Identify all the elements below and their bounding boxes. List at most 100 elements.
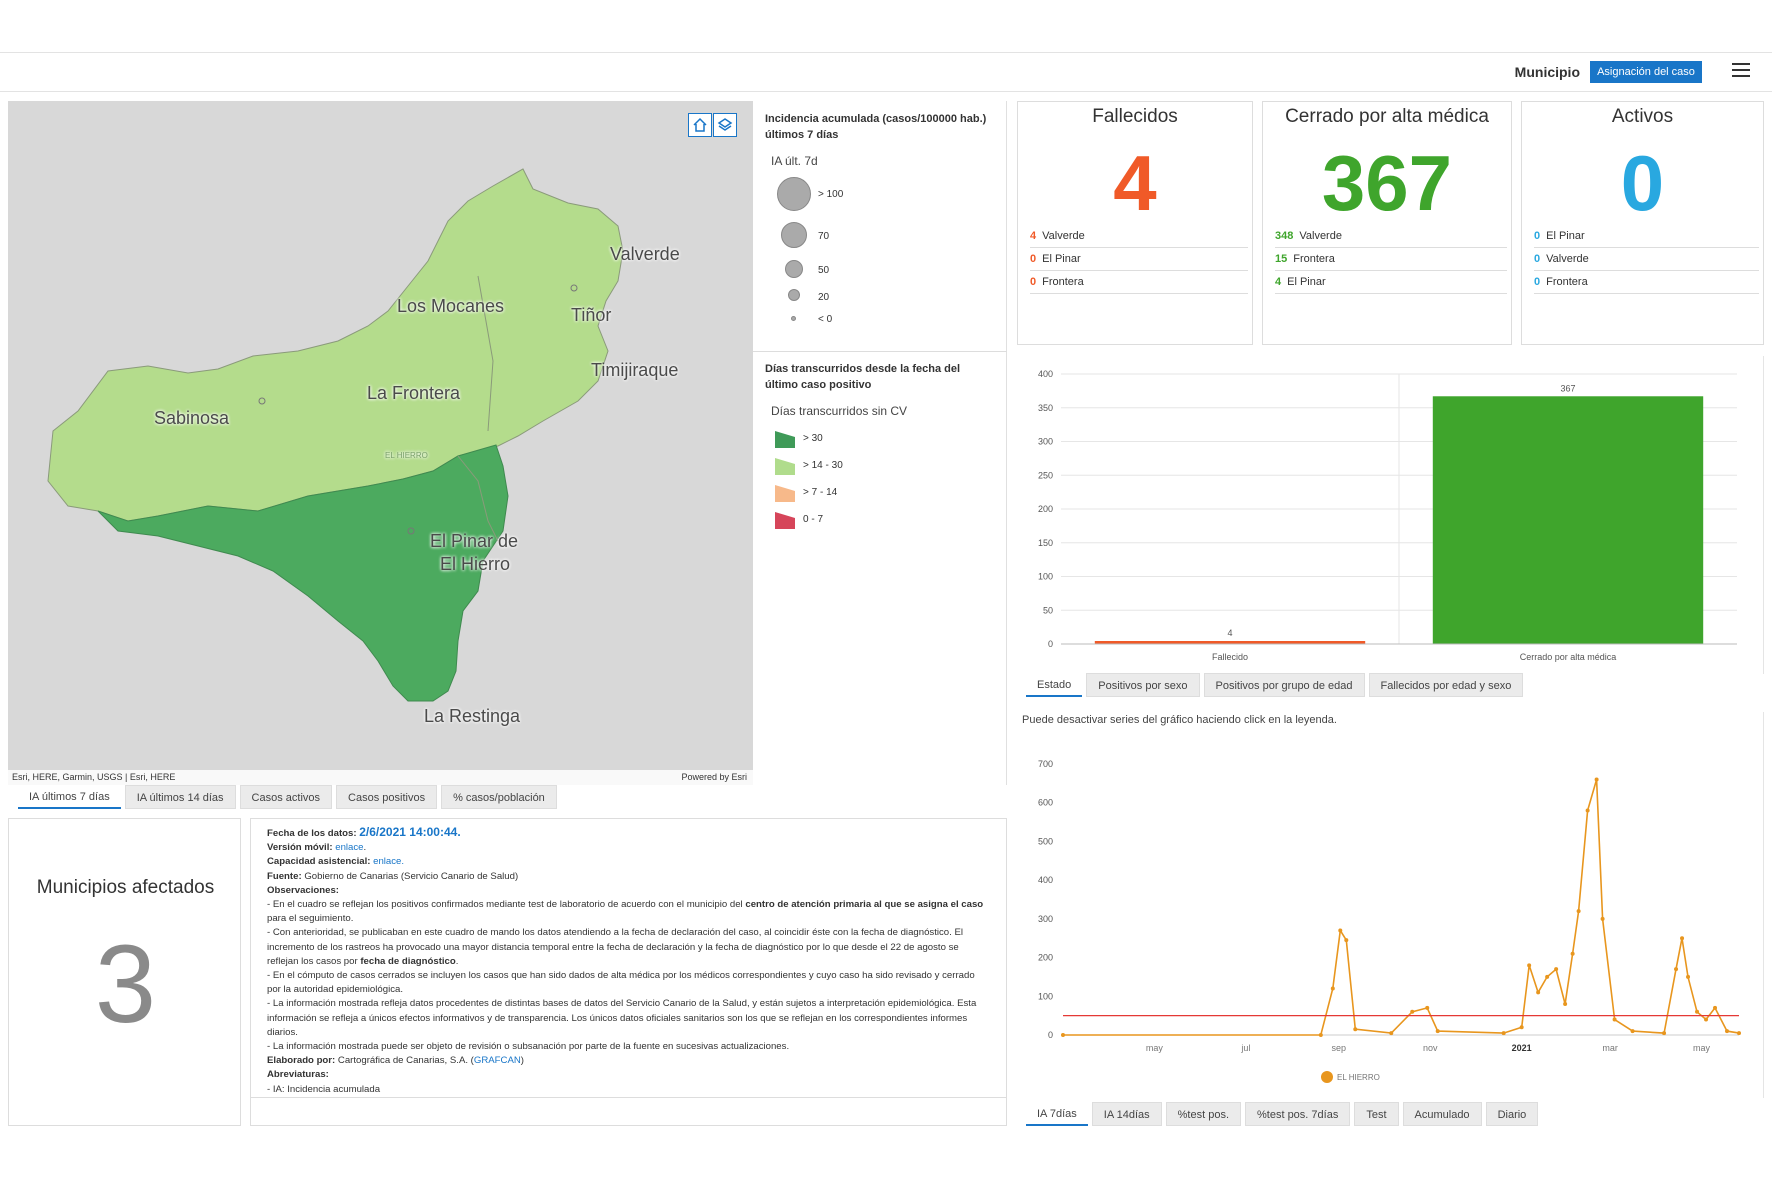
line-point[interactable] [1612,1017,1617,1022]
map-tab-1[interactable]: IA últimos 14 días [124,785,236,809]
line-point[interactable] [1425,1005,1430,1010]
card-row-count: 348 [1275,230,1294,242]
estado-bar-chart: 0 50 100 150 200 250 300 350 400 4 Fallecido 367 Cer… [1038,369,1737,662]
line-ytick-label: 400 [1038,875,1053,885]
card-row-count: 0 [1030,253,1037,265]
obs-2: - Con anterioridad, se publicaban en est… [267,927,963,967]
obs-3: - En el cómputo de casos cerrados se inc… [267,970,975,996]
line-point[interactable] [1630,1029,1635,1034]
map-tab-4[interactable]: % casos/población [441,785,557,809]
legend-dias-sub: Días transcurridos sin CV [771,404,908,418]
map-tab-3[interactable]: Casos positivos [336,785,438,809]
line-point[interactable] [1061,1033,1065,1037]
card-row-count: 15 [1275,253,1288,265]
card-title: Cerrado por alta médica [1285,106,1489,127]
bar-tab-1[interactable]: Positivos por sexo [1086,673,1200,697]
line-xtick-label: nov [1423,1043,1438,1053]
line-point[interactable] [1713,1005,1718,1010]
legend-el-hierro-marker[interactable] [1321,1071,1333,1083]
line-point[interactable] [1674,967,1679,972]
line-point[interactable] [1435,1029,1440,1034]
layers-button[interactable] [713,113,737,137]
line-point[interactable] [1570,951,1575,956]
line-point[interactable] [1737,1031,1741,1036]
line-point[interactable] [1519,1025,1524,1030]
line-point[interactable] [1330,986,1335,991]
line-point[interactable] [1585,808,1590,813]
card-activos: Activos 0 0 El Pinar 0 Valverde 0 Frontera [1521,101,1764,345]
line-point[interactable] [1594,777,1599,782]
asignacion-caso-button[interactable]: Asignación del caso [1590,61,1702,83]
line-point[interactable] [1338,928,1343,933]
line-point[interactable] [1680,936,1685,941]
bar-1[interactable] [1432,396,1704,644]
line-point[interactable] [1527,963,1532,968]
line-tab-4[interactable]: Test [1354,1102,1399,1126]
bar-tab-2[interactable]: Positivos por grupo de edad [1203,673,1365,697]
powered-by-esri[interactable]: Powered by Esri [681,772,747,782]
abrev-label: Abreviaturas: [267,1069,329,1081]
layers-icon [717,118,733,131]
line-point[interactable] [1410,1009,1415,1014]
line-point[interactable] [1704,1017,1709,1022]
ia-line-chart: 0 100 200 300 400 500 600 700 may jul sep nov 2021 ma… [1038,759,1741,1083]
bar-ytick-label: 350 [1038,403,1053,413]
line-point[interactable] [1554,967,1559,972]
line-point[interactable] [1501,1031,1506,1036]
line-point[interactable] [1536,990,1541,995]
version-link[interactable]: enlace [335,842,364,854]
map-label-la-restinga: La Restinga [424,706,521,726]
map-view[interactable]: Valverde Los Mocanes Tiñor Timijiraque L… [8,101,753,785]
region-north-west [47,168,624,522]
bar-ytick-label: 50 [1043,605,1053,615]
line-tab-1[interactable]: IA 14días [1091,1102,1162,1126]
line-tab-0[interactable]: IA 7días [1026,1102,1088,1126]
line-ytick-label: 600 [1038,798,1053,808]
line-point[interactable] [1600,916,1605,921]
map-tab-2[interactable]: Casos activos [239,785,333,809]
home-button[interactable] [688,113,712,137]
municipios-title: Municipios afectados [36,877,215,898]
card-row-name: Frontera [1546,276,1588,288]
line-point[interactable] [1353,1027,1358,1032]
line-ytick-label: 200 [1038,953,1053,963]
map-tab-0[interactable]: IA últimos 7 días [18,785,121,809]
map-label-los-mocanes: Los Mocanes [397,296,505,316]
bar-tab-3[interactable]: Fallecidos por edad y sexo [1368,673,1524,697]
card-row-name: Frontera [1042,276,1084,288]
legend-circle-0 [791,316,796,321]
line-point[interactable] [1725,1029,1730,1034]
card-row-name: El Pinar [1287,276,1326,288]
hamburger-icon[interactable] [1732,63,1750,79]
legend-dias-swatch-3 [775,512,795,529]
line-tab-3[interactable]: %test pos. 7días [1245,1102,1351,1126]
legend-dias-item-1: > 14 - 30 [803,460,843,471]
attribution-sources: Esri, HERE, Garmin, USGS | Esri, HERE [12,772,176,782]
bar-tab-0[interactable]: Estado [1026,673,1083,697]
line-tab-6[interactable]: Diario [1485,1102,1539,1126]
line-series-el-hierro[interactable] [1063,779,1740,1036]
line-tab-5[interactable]: Acumulado [1402,1102,1482,1126]
line-point[interactable] [1344,938,1349,943]
obs-4: - La información mostrada refleja datos … [267,998,977,1038]
line-point[interactable] [1563,1002,1568,1007]
legend-circle-50 [785,260,803,278]
line-point[interactable] [1318,1033,1323,1037]
legend-dias-title: Días transcurridos desde la fecha del úl… [765,363,961,391]
card-cerrado-alta: Cerrado por alta médica 367 348 Valverde 15 F… [1262,101,1512,345]
line-point[interactable] [1686,974,1691,979]
line-point[interactable] [1576,909,1581,914]
bar-0[interactable] [1094,641,1366,644]
line-chart-note: Puede desactivar series del gráfico haci… [1022,714,1337,726]
line-point[interactable] [1545,974,1550,979]
line-tab-2[interactable]: %test pos. [1165,1102,1241,1126]
grafcan-link[interactable]: GRAFCAN [473,1055,521,1067]
bar-data-label: 4 [1227,628,1232,638]
legend-dias-item-2: > 7 - 14 [803,487,838,498]
line-point[interactable] [1662,1031,1667,1036]
line-point[interactable] [1389,1031,1394,1036]
capacidad-link[interactable]: enlace. [373,856,405,868]
legend-el-hierro-label[interactable]: EL HIERRO [1337,1073,1380,1082]
line-point[interactable] [1695,1009,1700,1014]
card-row: 0 El Pinar [1534,225,1759,248]
